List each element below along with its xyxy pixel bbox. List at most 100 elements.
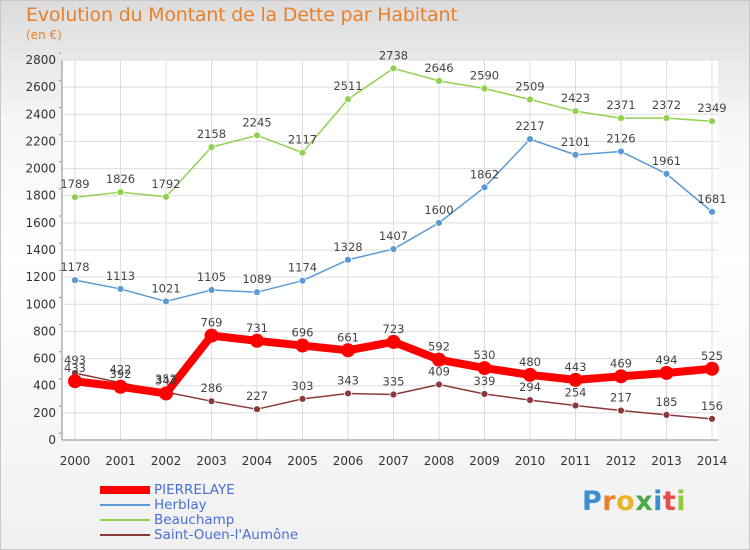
data-point (526, 135, 534, 144)
logo-letter: r (602, 486, 617, 517)
data-point (708, 207, 716, 216)
logo-letter: P (582, 486, 603, 517)
x-tick-label: 2002 (151, 454, 182, 468)
y-tick-label: 0 (48, 433, 56, 447)
data-label: 769 (201, 316, 223, 330)
data-point (571, 401, 580, 410)
data-label: 494 (656, 353, 678, 367)
y-tick-label: 1400 (25, 243, 56, 257)
data-point (344, 255, 352, 264)
x-tick-label: 2005 (287, 454, 318, 468)
data-label: 2117 (288, 133, 317, 147)
data-label: 254 (565, 386, 587, 400)
data-label: 1826 (106, 172, 135, 186)
data-point (344, 95, 352, 104)
data-label: 409 (428, 364, 450, 378)
data-label: 2158 (197, 127, 226, 141)
data-label: 661 (337, 330, 359, 344)
data-label: 1021 (151, 281, 180, 295)
data-point (250, 333, 264, 348)
data-point (113, 379, 128, 394)
data-label: 339 (474, 374, 496, 388)
logo-letter: x (635, 486, 654, 517)
legend-label-beauchamp: Beauchamp (154, 512, 235, 528)
y-tick-label: 2800 (25, 53, 56, 67)
data-label: 723 (383, 322, 405, 336)
legend-label-saint-ouen: Saint-Ouen-l'Aumône (154, 527, 299, 543)
data-label: 422 (110, 363, 132, 377)
data-point (386, 334, 401, 349)
data-label: 2372 (652, 98, 681, 112)
data-point (614, 369, 628, 384)
x-tick-label: 2000 (60, 454, 91, 468)
data-point (659, 365, 674, 380)
data-label: 525 (701, 349, 723, 363)
data-point (617, 114, 625, 123)
data-point (435, 218, 443, 227)
data-point (344, 389, 352, 398)
data-point (523, 367, 537, 382)
data-label: 480 (519, 355, 541, 369)
data-label: 2217 (515, 119, 544, 133)
data-label: 469 (610, 356, 632, 370)
x-tick-label: 2011 (560, 454, 591, 468)
data-point (571, 107, 580, 116)
data-label: 343 (337, 373, 359, 387)
data-point (341, 343, 355, 358)
x-tick-label: 2013 (651, 454, 682, 468)
legend-label-herblay: Herblay (154, 497, 207, 513)
y-tick-label: 2600 (25, 80, 56, 94)
x-tick-label: 2007 (378, 454, 409, 468)
chart-subtitle: (en €) (26, 28, 62, 42)
data-point (389, 245, 398, 253)
data-label: 2511 (333, 79, 362, 93)
data-point (435, 77, 443, 85)
x-tick-label: 2009 (469, 454, 500, 468)
data-label: 335 (383, 375, 405, 389)
data-label: 1792 (151, 177, 180, 191)
data-point (71, 193, 79, 202)
x-tick-label: 2010 (515, 454, 546, 468)
data-point (662, 114, 671, 122)
y-tick-label: 1600 (25, 216, 56, 230)
data-point (571, 150, 580, 159)
proxiti-logo: Proxiti (582, 486, 686, 517)
data-label: 443 (565, 360, 587, 374)
data-label: 303 (292, 379, 314, 393)
data-point (432, 352, 446, 367)
data-point (568, 372, 583, 387)
data-point (662, 169, 671, 178)
data-label: 343 (155, 373, 177, 387)
data-label: 433 (64, 361, 86, 375)
data-label: 2126 (606, 131, 635, 145)
data-label: 1961 (652, 154, 681, 168)
data-point (705, 361, 719, 376)
data-label: 2371 (606, 98, 635, 112)
y-tick-label: 400 (33, 379, 56, 393)
chart-title: Evolution du Montant de la Dette par Hab… (26, 4, 458, 26)
x-tick-label: 2006 (333, 454, 364, 468)
data-point (389, 390, 398, 399)
legend-swatch-herblay (100, 504, 150, 506)
data-label: 2509 (515, 79, 544, 93)
x-tick-label: 2014 (697, 454, 728, 468)
data-point (298, 394, 307, 403)
legend-swatch-saint-ouen (100, 534, 150, 536)
data-label: 392 (110, 367, 132, 381)
data-label: 592 (428, 340, 450, 354)
logo-letter: i (676, 486, 687, 517)
data-point (298, 148, 307, 157)
data-point (435, 380, 443, 389)
data-point (253, 131, 261, 140)
data-point (708, 414, 716, 423)
data-label: 731 (246, 321, 268, 335)
x-tick-label: 2004 (242, 454, 273, 468)
logo-letter: t (662, 486, 677, 517)
logo-letter: o (616, 486, 636, 517)
x-tick-label: 2001 (105, 454, 136, 468)
data-point (68, 374, 82, 389)
data-point (477, 361, 492, 376)
data-point (207, 143, 216, 152)
data-label: 185 (656, 395, 678, 409)
